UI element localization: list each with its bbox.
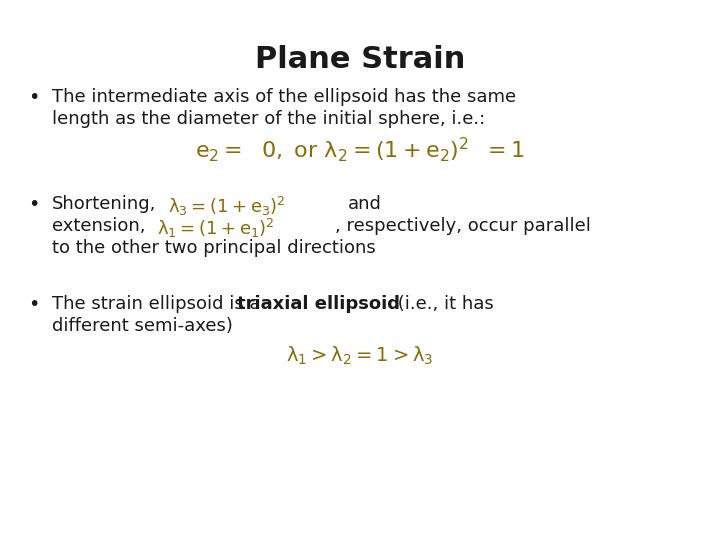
- Text: , respectively, occur parallel: , respectively, occur parallel: [335, 217, 591, 235]
- Text: extension,: extension,: [52, 217, 145, 235]
- Text: triaxial ellipsoid: triaxial ellipsoid: [237, 295, 400, 313]
- Text: $\mathsf{\lambda_1>\lambda_2=1>\lambda_3}$: $\mathsf{\lambda_1>\lambda_2=1>\lambda_3…: [287, 345, 433, 367]
- Text: $\mathsf{\lambda_1=(1+e_1)^{2}}$: $\mathsf{\lambda_1=(1+e_1)^{2}}$: [157, 217, 275, 240]
- Text: Plane Strain: Plane Strain: [255, 45, 465, 74]
- Text: $\mathsf{\lambda_3=(1+e_3)^{2}}$: $\mathsf{\lambda_3=(1+e_3)^{2}}$: [168, 195, 286, 218]
- Text: length as the diameter of the initial sphere, i.e.:: length as the diameter of the initial sp…: [52, 110, 485, 128]
- Text: (i.e., it has: (i.e., it has: [392, 295, 494, 313]
- Text: $\mathsf{e_2=\ \ 0,\ or\ \lambda_2=(1+e_2)^{2}\ \ =1}$: $\mathsf{e_2=\ \ 0,\ or\ \lambda_2=(1+e_…: [195, 135, 525, 164]
- Text: to the other two principal directions: to the other two principal directions: [52, 239, 376, 257]
- Text: •: •: [28, 295, 40, 314]
- Text: The strain ellipsoid is a: The strain ellipsoid is a: [52, 295, 266, 313]
- Text: The intermediate axis of the ellipsoid has the same: The intermediate axis of the ellipsoid h…: [52, 88, 516, 106]
- Text: and: and: [348, 195, 382, 213]
- Text: •: •: [28, 195, 40, 214]
- Text: Shortening,: Shortening,: [52, 195, 156, 213]
- Text: different semi-axes): different semi-axes): [52, 317, 233, 335]
- Text: •: •: [28, 88, 40, 107]
